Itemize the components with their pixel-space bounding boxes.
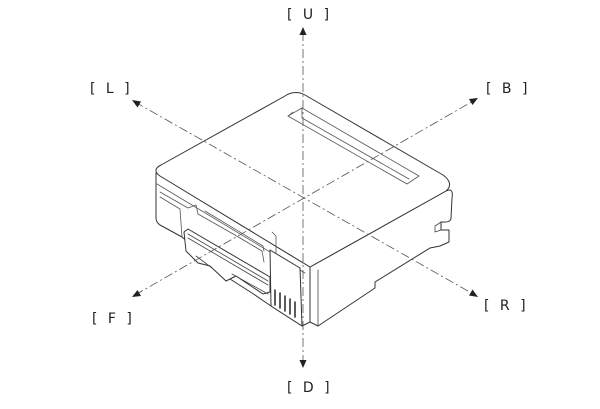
ink-tank-window — [269, 249, 303, 327]
axis-arrowheads — [132, 27, 478, 368]
label-back: [ B ] — [486, 81, 531, 97]
printer-top-panel — [155, 92, 451, 268]
label-down: [ D ] — [287, 380, 333, 396]
axis-front-back — [134, 99, 476, 296]
arrowhead-front — [132, 290, 141, 297]
orientation-axes — [134, 28, 476, 364]
arrowhead-back — [469, 98, 478, 105]
printer-right-side — [309, 189, 453, 327]
arrowhead-up — [299, 27, 307, 35]
arrowhead-down — [299, 360, 307, 368]
label-front: [ F ] — [92, 311, 135, 327]
label-left: [ L ] — [90, 81, 133, 97]
axis-left-right — [134, 101, 476, 296]
arrowhead-right — [469, 289, 478, 297]
label-up: [ U ] — [287, 7, 333, 23]
label-right: [ R ] — [484, 298, 529, 314]
arrowhead-left — [132, 100, 141, 108]
printer-illustration — [155, 92, 453, 327]
